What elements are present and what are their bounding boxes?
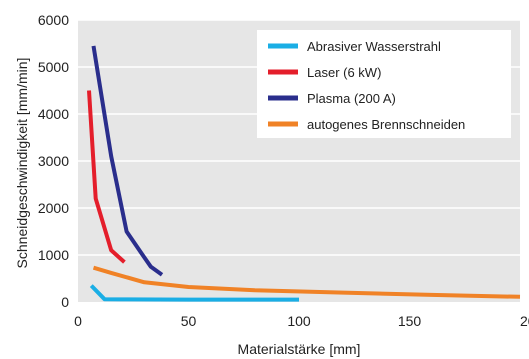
- x-axis-label: Materialstärke [mm]: [238, 341, 361, 357]
- x-axis-ticks: 0 50 100 150 200: [74, 313, 529, 329]
- y-tick-label: 6000: [38, 12, 69, 28]
- series-line-3: [91, 45, 164, 277]
- legend-label: autogenes Brennschneiden: [307, 117, 465, 132]
- y-tick-label: 2000: [38, 200, 69, 216]
- y-tick-label: 0: [61, 294, 69, 310]
- x-tick-label: 100: [287, 313, 311, 329]
- y-tick-label: 5000: [38, 59, 69, 75]
- legend: Abrasiver Wasserstrahl Laser (6 kW) Plasma…: [257, 30, 511, 138]
- x-tick-label: 200: [520, 313, 529, 329]
- y-axis-label: Schneidgeschwindigkeit [mm/min]: [14, 58, 30, 269]
- y-axis-ticks: 0 1000 2000 3000 4000 5000 6000: [38, 12, 69, 310]
- series-group: [87, 45, 521, 302]
- x-tick-label: 0: [74, 313, 82, 329]
- y-tick-label: 3000: [38, 153, 69, 169]
- x-tick-label: 50: [181, 313, 197, 329]
- series-line-1: [89, 284, 299, 302]
- legend-label: Abrasiver Wasserstrahl: [307, 39, 441, 54]
- series-line-2: [87, 90, 126, 264]
- x-tick-label: 150: [398, 313, 422, 329]
- legend-label: Plasma (200 A): [307, 91, 396, 106]
- series-line-4: [92, 265, 521, 299]
- y-tick-label: 1000: [38, 247, 69, 263]
- legend-box: [257, 30, 511, 138]
- legend-label: Laser (6 kW): [307, 65, 381, 80]
- legend-items: Abrasiver Wasserstrahl Laser (6 kW) Plasma…: [268, 39, 465, 132]
- y-tick-label: 4000: [38, 106, 69, 122]
